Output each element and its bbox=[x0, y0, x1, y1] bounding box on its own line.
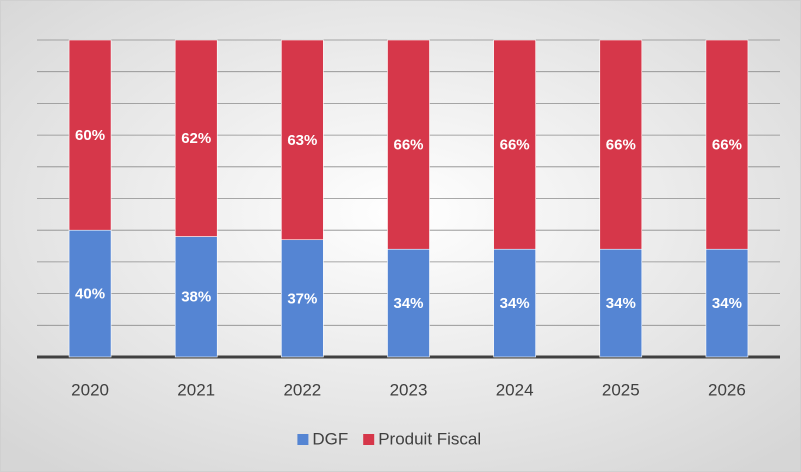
value-label: 34% bbox=[712, 295, 742, 312]
x-tick-label: 2020 bbox=[71, 380, 109, 399]
bars bbox=[68, 39, 749, 358]
value-label: 60% bbox=[75, 127, 105, 144]
x-tick-label: 2026 bbox=[708, 380, 746, 399]
value-label: 62% bbox=[181, 130, 211, 147]
x-tick-label: 2021 bbox=[177, 380, 215, 399]
bar-segment bbox=[68, 39, 112, 231]
bar-segment bbox=[68, 229, 112, 358]
bar-segment bbox=[387, 39, 430, 250]
value-label: 34% bbox=[500, 295, 530, 312]
x-tick-label: 2024 bbox=[496, 380, 534, 399]
value-label: 37% bbox=[287, 290, 317, 307]
x-tick-label: 2022 bbox=[283, 380, 321, 399]
x-tick-label: 2025 bbox=[602, 380, 640, 399]
legend: DGF Produit Fiscal bbox=[297, 429, 481, 448]
value-label: 40% bbox=[75, 286, 105, 303]
bar-segment bbox=[493, 39, 536, 250]
value-label: 66% bbox=[712, 137, 742, 154]
value-label: 38% bbox=[181, 289, 211, 306]
legend-label: DGF bbox=[312, 429, 348, 448]
legend-swatch bbox=[363, 434, 375, 445]
value-label: 63% bbox=[287, 132, 317, 149]
bar-segment bbox=[281, 39, 324, 241]
bar-segment bbox=[174, 39, 218, 237]
bar-segment bbox=[599, 248, 643, 358]
value-label: 66% bbox=[393, 137, 423, 154]
bar-segment bbox=[387, 248, 430, 358]
value-label: 34% bbox=[606, 295, 636, 312]
x-tick-label: 2023 bbox=[390, 380, 428, 399]
legend-swatch bbox=[297, 434, 309, 445]
labels: 2020 40% 60% 2021 38% 62% 2022 37% 63% 2023 34% 66%… bbox=[71, 127, 746, 399]
bar-segment bbox=[281, 239, 324, 358]
value-label: 66% bbox=[500, 137, 530, 154]
bar-segment bbox=[705, 39, 749, 250]
bar-segment bbox=[599, 39, 643, 250]
bar-segment bbox=[493, 248, 536, 358]
legend-label: Produit Fiscal bbox=[378, 429, 481, 448]
value-label: 66% bbox=[606, 137, 636, 154]
bar-segment bbox=[705, 248, 749, 358]
value-label: 34% bbox=[393, 295, 423, 312]
